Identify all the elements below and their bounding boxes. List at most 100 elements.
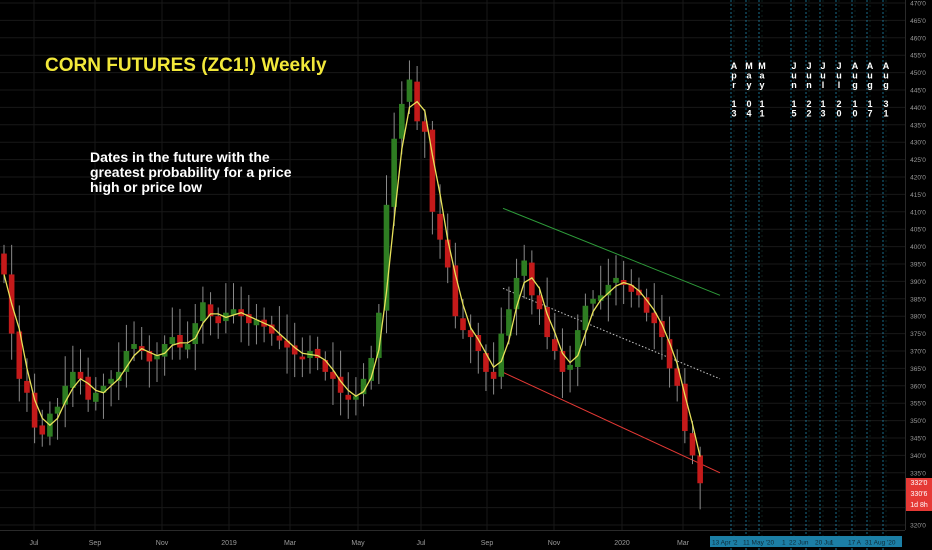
cycle-date-char: p bbox=[731, 71, 737, 81]
cycle-date-char: A bbox=[883, 61, 890, 71]
cycle-date-char: J bbox=[791, 61, 796, 71]
y-tick-label: 365'0 bbox=[910, 366, 926, 373]
x-tick-label: Sep bbox=[89, 540, 102, 547]
candle-down bbox=[146, 351, 153, 362]
cycle-date-char: M bbox=[758, 61, 766, 71]
price-label-box bbox=[906, 500, 932, 511]
candle-down bbox=[483, 353, 489, 372]
y-tick-label: 355'0 bbox=[910, 401, 926, 408]
y-tick-label: 425'0 bbox=[910, 157, 926, 164]
candle-down bbox=[674, 368, 680, 386]
x-tick-label: Nov bbox=[548, 540, 561, 547]
candle-down bbox=[291, 345, 298, 355]
cycle-date-char: 0 bbox=[836, 109, 841, 119]
candle-up bbox=[123, 351, 130, 372]
candle-down bbox=[689, 433, 696, 456]
chart-annotation: Dates in the future with the greatest pr… bbox=[90, 149, 292, 195]
candle-up bbox=[506, 309, 512, 336]
candle-down bbox=[337, 376, 344, 393]
candle-down bbox=[475, 334, 482, 351]
candle-up bbox=[498, 333, 505, 377]
candle-up bbox=[582, 305, 589, 331]
candle-up bbox=[597, 295, 604, 301]
candle-down bbox=[39, 425, 46, 435]
candle-down bbox=[421, 121, 428, 132]
cycle-date-char: 1 bbox=[759, 109, 764, 119]
y-tick-label: 370'0 bbox=[910, 349, 926, 356]
candle-up bbox=[253, 319, 260, 326]
cycle-date-char: 1 bbox=[731, 99, 736, 109]
y-tick-label: 440'0 bbox=[910, 105, 926, 112]
future-axis-label: 22 Jun bbox=[789, 540, 809, 547]
candle-up bbox=[108, 378, 114, 384]
x-tick-label: Nov bbox=[156, 540, 169, 547]
y-tick-label: 340'0 bbox=[910, 453, 926, 460]
y-tick-label: 350'0 bbox=[910, 418, 926, 425]
candle-up bbox=[513, 277, 520, 310]
cycle-date-char: n bbox=[806, 80, 812, 90]
cycle-date-char: J bbox=[836, 61, 841, 71]
candle-down bbox=[544, 307, 550, 338]
candle-up bbox=[70, 371, 76, 388]
trendline bbox=[502, 207, 721, 296]
candle-down bbox=[559, 351, 566, 372]
candle-up bbox=[100, 385, 107, 393]
cycle-date-char: u bbox=[836, 71, 842, 81]
cycle-date-char: u bbox=[820, 71, 826, 81]
candle-down bbox=[467, 330, 474, 338]
candle-down bbox=[299, 356, 306, 360]
candle-up bbox=[391, 138, 397, 207]
future-axis-label: 1 bbox=[830, 540, 834, 547]
candle-down bbox=[276, 335, 283, 341]
x-tick-label: 2020 bbox=[614, 540, 630, 547]
candle-up bbox=[230, 309, 237, 315]
candle-up bbox=[574, 330, 581, 368]
candle-up bbox=[161, 344, 168, 357]
cycle-date-char: 3 bbox=[883, 99, 888, 109]
cycle-date-char: g bbox=[867, 80, 873, 90]
candle-down bbox=[322, 360, 329, 372]
cycle-date-char: u bbox=[791, 71, 797, 81]
candle-up bbox=[383, 204, 390, 311]
candle-down bbox=[628, 284, 635, 292]
price-axis-bg bbox=[905, 0, 932, 550]
candle-down bbox=[284, 340, 290, 348]
last-price-label: 332'0 bbox=[910, 480, 928, 487]
cycle-date-char: 3 bbox=[731, 109, 736, 119]
cycle-date-char: 2 bbox=[806, 99, 811, 109]
gridlines bbox=[0, 0, 905, 530]
y-tick-label: 395'0 bbox=[910, 262, 926, 269]
candle-up bbox=[93, 392, 99, 402]
x-tick-label: Jul bbox=[30, 540, 39, 547]
cycle-date-char: u bbox=[867, 71, 873, 81]
candle-down bbox=[552, 339, 558, 351]
y-tick-label: 465'0 bbox=[910, 18, 926, 25]
moving-average bbox=[3, 100, 701, 457]
candle-down bbox=[460, 318, 466, 331]
candle-down bbox=[536, 295, 543, 310]
candle-down bbox=[490, 371, 497, 379]
future-axis-label: 13 Apr '2 bbox=[712, 540, 738, 547]
candle-down bbox=[85, 376, 91, 400]
y-tick-label: 420'0 bbox=[910, 175, 926, 182]
candle-down bbox=[207, 304, 214, 317]
candle-down bbox=[651, 312, 658, 324]
future-axis-label: 20 Jul bbox=[815, 540, 833, 547]
chart-title: CORN FUTURES (ZC1!) Weekly bbox=[45, 55, 327, 76]
candle-down bbox=[697, 455, 703, 484]
cycle-date-char: u bbox=[883, 71, 889, 81]
candle-down bbox=[268, 324, 275, 334]
future-axis-label: 11 May '20 bbox=[743, 540, 774, 547]
x-tick-label: 2019 bbox=[221, 540, 237, 547]
cycle-date-char: u bbox=[852, 71, 858, 81]
cycle-date-char: 5 bbox=[791, 109, 796, 119]
candle-up bbox=[200, 302, 206, 322]
bar-countdown-label: 1d 8h bbox=[910, 502, 928, 509]
cycle-date-char: A bbox=[867, 61, 874, 71]
candle-down bbox=[246, 314, 252, 324]
moving-average-line bbox=[3, 100, 701, 457]
cycle-date-char: 0 bbox=[852, 109, 857, 119]
y-tick-label: 405'0 bbox=[910, 227, 926, 234]
x-tick-label: Jul bbox=[417, 540, 426, 547]
